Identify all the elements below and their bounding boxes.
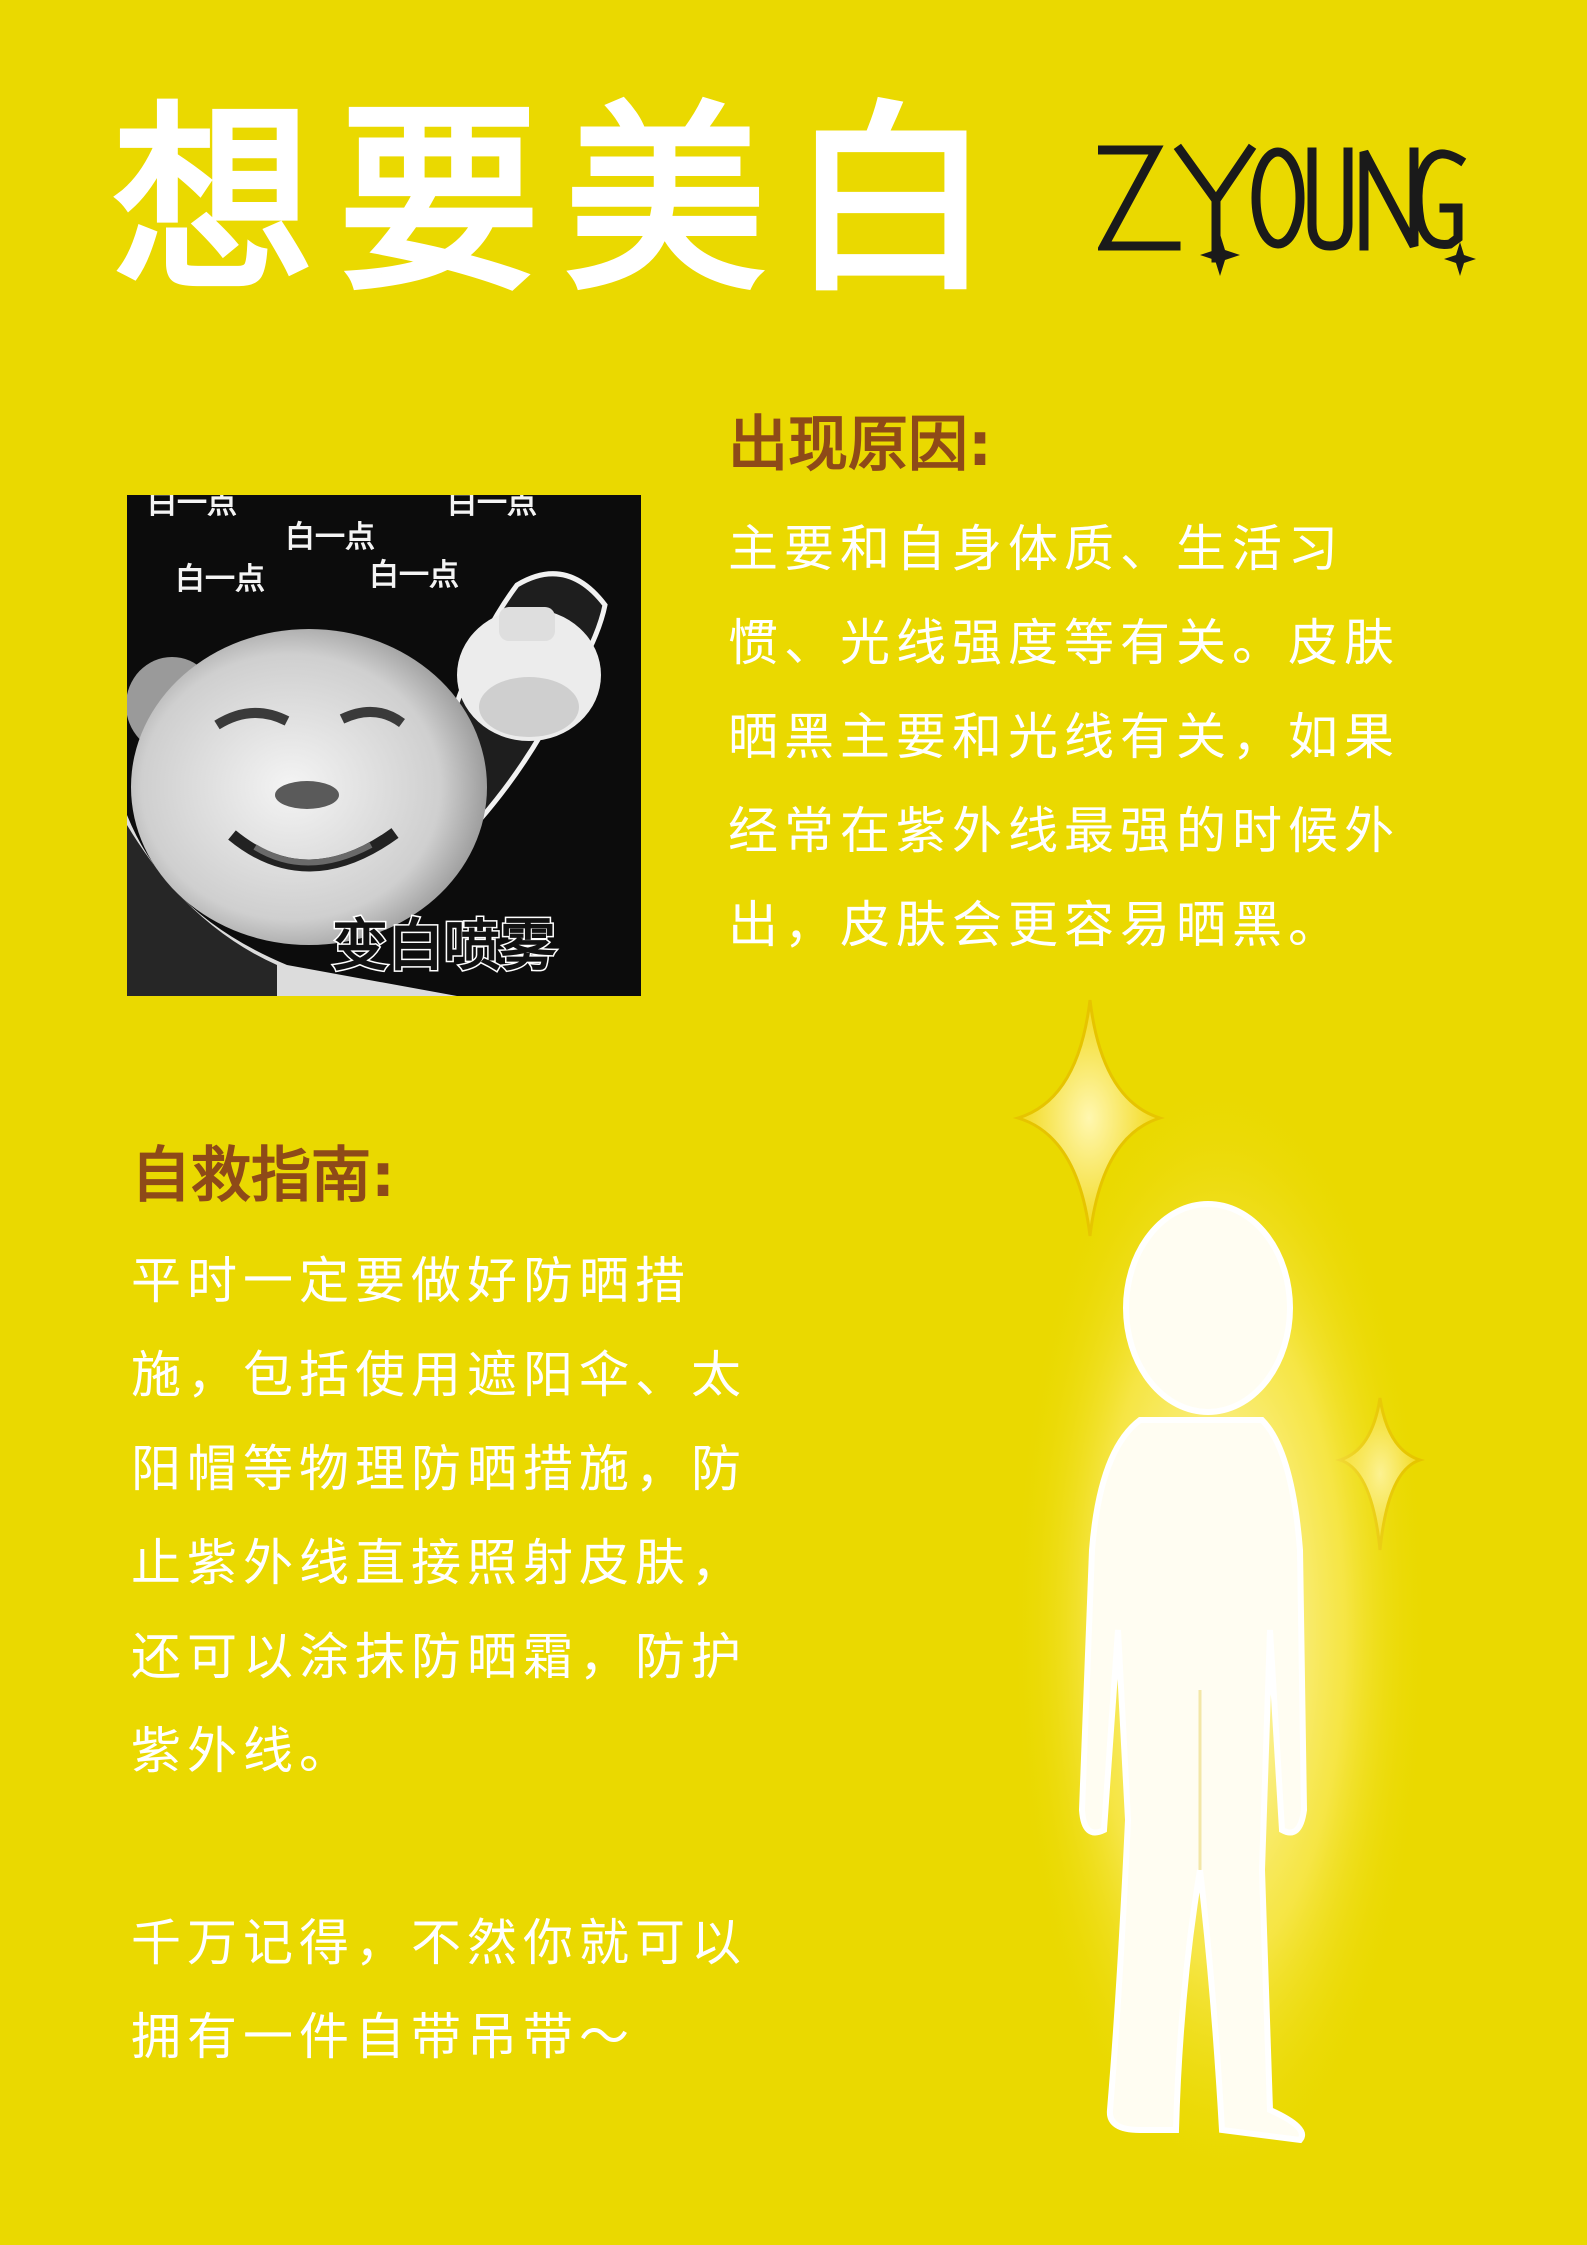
- meme-caption: 白一点: [175, 562, 265, 597]
- logo-mark: [1096, 143, 1476, 276]
- panda-meme-image: 白一点 白一点 白一点 白一点 白一点 变白喷雾: [127, 495, 641, 996]
- meme-caption: 白一点: [369, 558, 459, 593]
- reminder-line: 千万记得，不然你就可以: [131, 1914, 747, 1972]
- panda-meme-illustration: 白一点 白一点 白一点 白一点 白一点 变白喷雾: [127, 495, 641, 996]
- cause-line: 主要和自身体质、生活习: [728, 520, 1344, 578]
- cause-paragraph: 主要和自身体质、生活习 惯、光线强度等有关。皮肤 晒黑主要和光线有关，如果 经常…: [728, 502, 1400, 972]
- meme-caption: 白一点: [447, 495, 537, 521]
- guide-line: 阳帽等物理防晒措施，防: [131, 1440, 747, 1498]
- guide-line: 紫外线。: [131, 1722, 355, 1780]
- guide-line: 止紫外线直接照射皮肤，: [131, 1534, 747, 1592]
- guide-heading: 自救指南:: [131, 1141, 395, 1211]
- cause-heading: 出现原因:: [728, 410, 992, 480]
- brand-logo: [1096, 138, 1486, 288]
- meme-caption: 白一点: [147, 495, 237, 521]
- guide-paragraph: 平时一定要做好防晒措 施，包括使用遮阳伞、太 阳帽等物理防晒措施，防 止紫外线直…: [131, 1234, 747, 1798]
- cause-line: 晒黑主要和光线有关，如果: [728, 708, 1400, 766]
- glowing-figure-illustration: [1000, 990, 1460, 2190]
- cause-line: 惯、光线强度等有关。皮肤: [728, 614, 1400, 672]
- cause-line: 出，皮肤会更容易晒黑。: [728, 896, 1344, 954]
- spray-label: 变白喷雾: [332, 914, 557, 979]
- guide-line: 还可以涂抹防晒霜，防护: [131, 1628, 747, 1686]
- meme-caption: 白一点: [285, 520, 375, 555]
- cause-line: 经常在紫外线最强的时候外: [728, 802, 1400, 860]
- reminder-line: 拥有一件自带吊带～: [131, 2008, 635, 2066]
- page-title: 想要美白: [112, 83, 1016, 319]
- reminder-paragraph: 千万记得，不然你就可以 拥有一件自带吊带～: [131, 1896, 747, 2084]
- guide-line: 平时一定要做好防晒措: [131, 1252, 691, 1310]
- guide-line: 施，包括使用遮阳伞、太: [131, 1346, 747, 1404]
